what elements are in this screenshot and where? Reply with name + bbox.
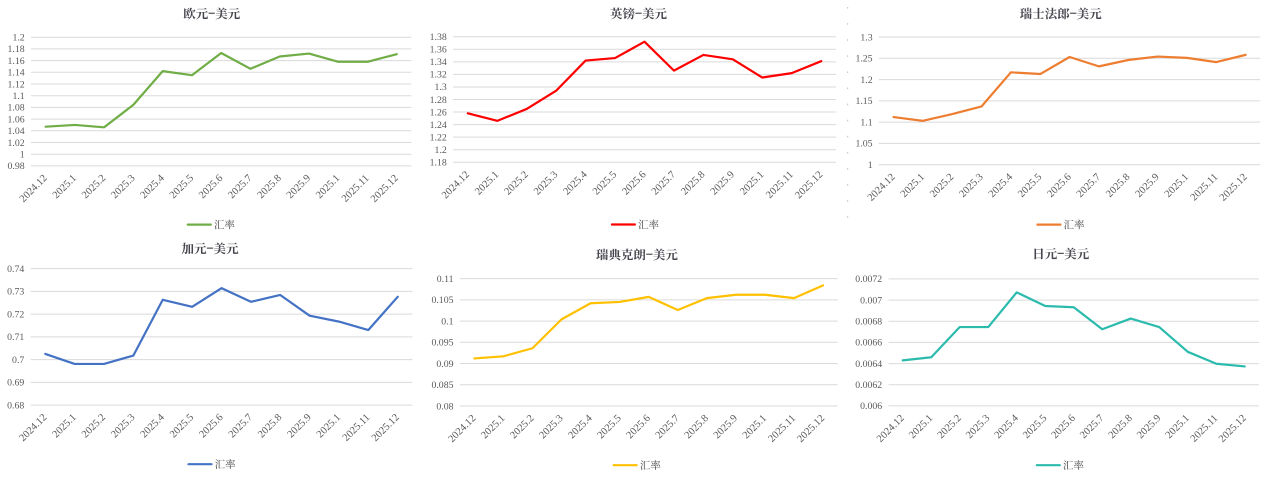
svg-text:1.36: 1.36 [430, 45, 447, 56]
svg-text:0.0066: 0.0066 [855, 338, 882, 349]
svg-text:0.1: 0.1 [441, 316, 453, 327]
svg-text:1.12: 1.12 [8, 79, 25, 90]
svg-text:1.2: 1.2 [435, 145, 447, 156]
svg-text:1.26: 1.26 [430, 107, 447, 118]
svg-text:1.3: 1.3 [860, 32, 872, 43]
svg-text:1.18: 1.18 [8, 44, 25, 55]
svg-text:1.1: 1.1 [12, 91, 24, 102]
svg-text:0.98: 0.98 [8, 161, 25, 172]
svg-text:1.16: 1.16 [8, 56, 25, 67]
svg-text:1.34: 1.34 [430, 57, 447, 68]
svg-text:0.74: 0.74 [7, 264, 24, 275]
svg-text:1.38: 1.38 [430, 32, 447, 43]
svg-text:1.18: 1.18 [430, 158, 447, 169]
svg-text:1.14: 1.14 [8, 68, 25, 79]
svg-text:0.0072: 0.0072 [855, 274, 882, 285]
svg-text:0.73: 0.73 [7, 287, 24, 298]
svg-text:0.68: 0.68 [7, 400, 24, 411]
svg-text:1.32: 1.32 [430, 70, 447, 81]
svg-text:0.0068: 0.0068 [855, 317, 882, 328]
svg-text:0.09: 0.09 [436, 359, 453, 370]
svg-text:1: 1 [868, 160, 873, 171]
svg-text:1.3: 1.3 [435, 82, 447, 93]
svg-text:0.085: 0.085 [431, 380, 453, 391]
svg-text:1.25: 1.25 [855, 54, 872, 65]
svg-text:1.22: 1.22 [430, 132, 447, 143]
svg-text:1.05: 1.05 [855, 139, 872, 150]
svg-text:1.06: 1.06 [8, 114, 25, 125]
svg-text:0.7: 0.7 [12, 355, 24, 366]
svg-text:0.007: 0.007 [860, 295, 882, 306]
svg-text:1.1: 1.1 [860, 117, 872, 128]
svg-text:0.11: 0.11 [437, 274, 454, 285]
svg-text:1.24: 1.24 [430, 120, 447, 131]
svg-text:1.08: 1.08 [8, 103, 25, 114]
svg-text:1.02: 1.02 [8, 138, 25, 149]
svg-text:1.15: 1.15 [855, 96, 872, 107]
svg-text:0.095: 0.095 [431, 338, 453, 349]
svg-text:0.006: 0.006 [860, 401, 882, 412]
svg-text:0.71: 0.71 [7, 332, 24, 343]
svg-text:1.2: 1.2 [860, 75, 872, 86]
svg-text:0.69: 0.69 [7, 378, 24, 389]
svg-text:0.0062: 0.0062 [855, 380, 882, 391]
svg-text:1.2: 1.2 [12, 33, 24, 44]
svg-text:0.08: 0.08 [436, 401, 453, 412]
svg-text:1.04: 1.04 [8, 126, 25, 137]
svg-text:1.28: 1.28 [430, 95, 447, 106]
svg-text:0.72: 0.72 [7, 309, 24, 320]
svg-text:0.0064: 0.0064 [855, 359, 882, 370]
svg-text:1: 1 [20, 150, 25, 161]
svg-text:0.105: 0.105 [431, 295, 453, 306]
